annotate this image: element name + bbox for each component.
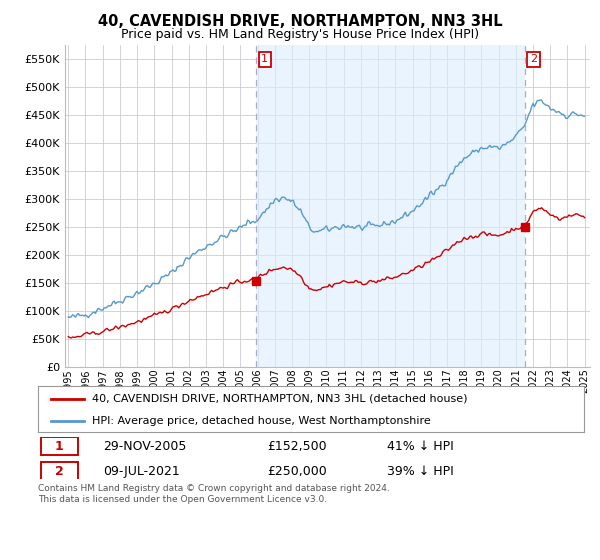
Text: 1: 1: [55, 440, 64, 452]
Text: HPI: Average price, detached house, West Northamptonshire: HPI: Average price, detached house, West…: [92, 416, 431, 426]
Text: 09-JUL-2021: 09-JUL-2021: [103, 465, 180, 478]
Text: 29-NOV-2005: 29-NOV-2005: [103, 440, 187, 452]
Text: £250,000: £250,000: [267, 465, 327, 478]
FancyBboxPatch shape: [41, 437, 77, 455]
Text: £152,500: £152,500: [267, 440, 327, 452]
Bar: [256, 45, 525, 367]
Text: 1: 1: [262, 54, 268, 64]
Text: 41% ↓ HPI: 41% ↓ HPI: [387, 440, 454, 452]
Text: 39% ↓ HPI: 39% ↓ HPI: [387, 465, 454, 478]
Text: 2: 2: [530, 54, 537, 64]
FancyBboxPatch shape: [41, 462, 77, 480]
Text: 40, CAVENDISH DRIVE, NORTHAMPTON, NN3 3HL (detached house): 40, CAVENDISH DRIVE, NORTHAMPTON, NN3 3H…: [92, 394, 468, 404]
Text: Price paid vs. HM Land Registry's House Price Index (HPI): Price paid vs. HM Land Registry's House …: [121, 28, 479, 41]
Text: Contains HM Land Registry data © Crown copyright and database right 2024.
This d: Contains HM Land Registry data © Crown c…: [38, 484, 389, 504]
Text: 40, CAVENDISH DRIVE, NORTHAMPTON, NN3 3HL: 40, CAVENDISH DRIVE, NORTHAMPTON, NN3 3H…: [98, 14, 502, 29]
Text: 2: 2: [55, 465, 64, 478]
